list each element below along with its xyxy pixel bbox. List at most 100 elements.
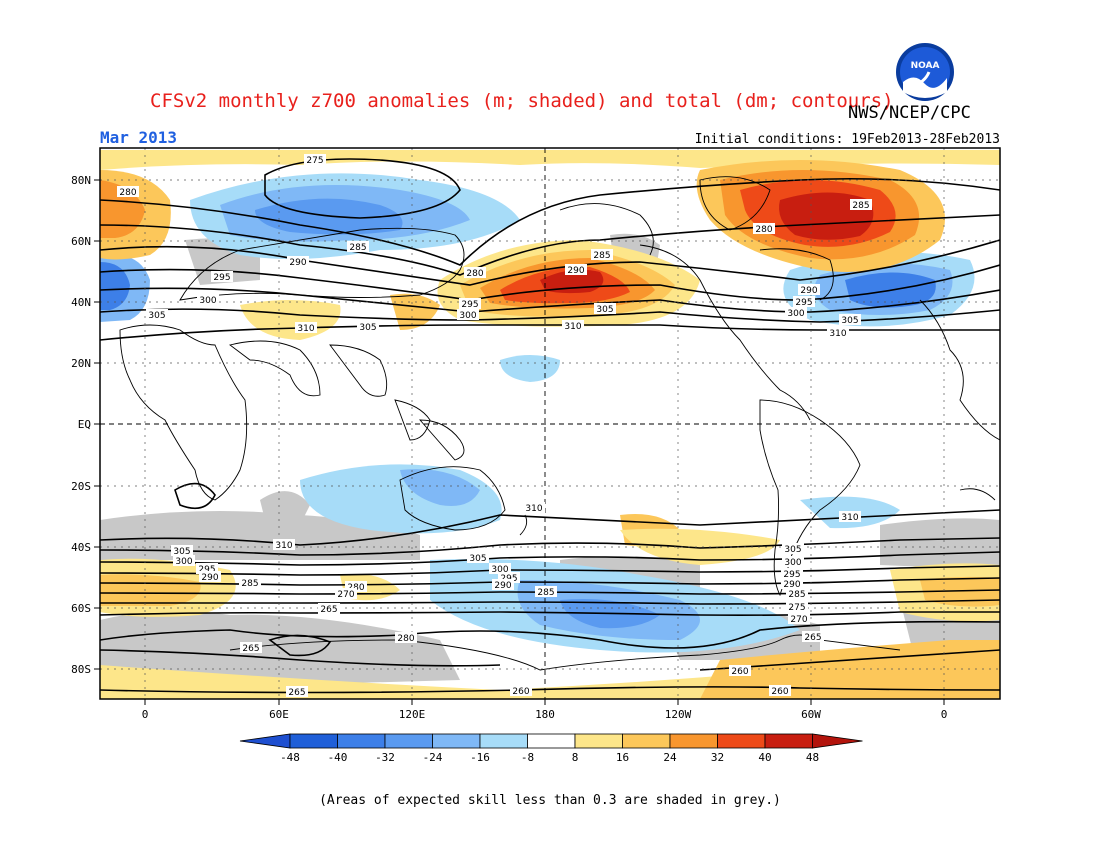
colorbar-segment bbox=[574, 733, 623, 749]
svg-text:295: 295 bbox=[198, 565, 215, 575]
colorbar-label: -48 bbox=[280, 751, 300, 764]
svg-text:305: 305 bbox=[596, 305, 613, 315]
colorbar-label: 8 bbox=[572, 751, 579, 764]
contour-label: 300 bbox=[489, 563, 511, 575]
contour-label: 285 bbox=[786, 588, 808, 600]
contour-label: 285 bbox=[239, 577, 261, 589]
contour-label: 295 bbox=[781, 568, 803, 580]
svg-text:295: 295 bbox=[795, 298, 812, 308]
colorbar-segment bbox=[622, 733, 671, 749]
colorbar-label: -8 bbox=[521, 751, 534, 764]
svg-text:285: 285 bbox=[788, 590, 805, 600]
svg-text:310: 310 bbox=[525, 504, 542, 514]
lon-tick: 0 bbox=[941, 699, 947, 721]
lon-tick: 0 bbox=[142, 699, 148, 721]
map-plot-area bbox=[100, 148, 1000, 699]
svg-text:275: 275 bbox=[306, 156, 323, 166]
svg-text:60N: 60N bbox=[71, 235, 91, 248]
svg-text:40S: 40S bbox=[71, 541, 91, 554]
contour-label: 300 bbox=[782, 556, 804, 568]
colorbar-label: -40 bbox=[328, 751, 348, 764]
noaa-logo-icon: NOAA bbox=[896, 43, 954, 101]
contour-label: 280 bbox=[395, 632, 417, 644]
svg-text:275: 275 bbox=[788, 603, 805, 613]
svg-text:290: 290 bbox=[567, 266, 584, 276]
agency-label: NWS/NCEP/CPC bbox=[848, 103, 971, 123]
contour-label: 265 bbox=[318, 603, 340, 615]
contour-label: 285 bbox=[591, 249, 613, 261]
svg-text:265: 265 bbox=[242, 644, 259, 654]
colorbar-segment bbox=[384, 733, 433, 749]
contour-label: 305 bbox=[467, 552, 489, 564]
svg-text:300: 300 bbox=[175, 557, 192, 567]
colorbar: -48 -40 -32 -24 -16 -8 8 16 24 32 40 48 bbox=[239, 733, 863, 764]
lat-tick: 80N bbox=[71, 174, 100, 187]
svg-text:270: 270 bbox=[337, 590, 354, 600]
contour-label: 285 bbox=[535, 586, 557, 598]
contour-label: 290 bbox=[287, 256, 309, 268]
contour-label: 300 bbox=[173, 555, 195, 567]
svg-text:280: 280 bbox=[397, 634, 414, 644]
svg-text:120E: 120E bbox=[399, 708, 426, 721]
lat-tick: EQ bbox=[78, 418, 100, 431]
reference-lines bbox=[100, 148, 1000, 699]
svg-text:270: 270 bbox=[790, 615, 807, 625]
contour-label: 290 bbox=[199, 571, 221, 583]
lon-tick: 120E bbox=[399, 699, 426, 721]
svg-text:60W: 60W bbox=[801, 708, 821, 721]
svg-text:305: 305 bbox=[469, 554, 486, 564]
svg-text:280: 280 bbox=[755, 225, 772, 235]
contour-label: 300 bbox=[457, 309, 479, 321]
svg-text:300: 300 bbox=[784, 558, 801, 568]
svg-text:300: 300 bbox=[459, 311, 476, 321]
colorbar-segment bbox=[432, 733, 481, 749]
contour-label: 310 bbox=[273, 539, 295, 551]
svg-text:290: 290 bbox=[800, 286, 817, 296]
colorbar-segment bbox=[289, 733, 338, 749]
contour-label: 280 bbox=[117, 186, 139, 198]
svg-text:310: 310 bbox=[841, 513, 858, 523]
svg-text:20N: 20N bbox=[71, 357, 91, 370]
colorbar-segment bbox=[337, 733, 386, 749]
svg-text:310: 310 bbox=[297, 324, 314, 334]
svg-text:80N: 80N bbox=[71, 174, 91, 187]
contour-label: 270 bbox=[335, 588, 357, 600]
svg-text:285: 285 bbox=[241, 579, 258, 589]
contour-label: 305 bbox=[171, 545, 193, 557]
lon-tick: 120W bbox=[665, 699, 692, 721]
map-grid bbox=[100, 148, 1000, 699]
contour-label: 305 bbox=[357, 321, 379, 333]
lat-tick: 60N bbox=[71, 235, 100, 248]
svg-text:120W: 120W bbox=[665, 708, 692, 721]
svg-text:290: 290 bbox=[783, 580, 800, 590]
colorbar-segment bbox=[764, 733, 813, 749]
svg-text:285: 285 bbox=[852, 201, 869, 211]
svg-text:285: 285 bbox=[593, 251, 610, 261]
colorbar-label: 32 bbox=[711, 751, 724, 764]
colorbar-label: 24 bbox=[663, 751, 677, 764]
contour-label: 270 bbox=[788, 613, 810, 625]
svg-text:290: 290 bbox=[494, 581, 511, 591]
svg-text:265: 265 bbox=[320, 605, 337, 615]
svg-text:60E: 60E bbox=[269, 708, 289, 721]
svg-text:260: 260 bbox=[731, 667, 748, 677]
contour-label: 290 bbox=[781, 578, 803, 590]
lon-tick: 180 bbox=[535, 699, 555, 721]
svg-text:265: 265 bbox=[288, 688, 305, 698]
colorbar-label: 48 bbox=[806, 751, 819, 764]
lat-tick: 20N bbox=[71, 357, 100, 370]
svg-text:295: 295 bbox=[213, 273, 230, 283]
svg-text:310: 310 bbox=[829, 329, 846, 339]
colorbar-segment bbox=[479, 733, 528, 749]
svg-text:20S: 20S bbox=[71, 480, 91, 493]
contour-label: 260 bbox=[729, 665, 751, 677]
colorbar-label: -32 bbox=[375, 751, 395, 764]
contour-label: 280 bbox=[753, 223, 775, 235]
lat-tick: 40S bbox=[71, 541, 100, 554]
latitude-axis: 80N 60N 40N 20N EQ 20S 40S 60S 80S bbox=[71, 174, 100, 676]
longitude-axis: 0 60E 120E 180 120W 60W 0 bbox=[142, 699, 947, 721]
colorbar-label: 16 bbox=[616, 751, 629, 764]
lat-tick: 60S bbox=[71, 602, 100, 615]
svg-text:80S: 80S bbox=[71, 663, 91, 676]
